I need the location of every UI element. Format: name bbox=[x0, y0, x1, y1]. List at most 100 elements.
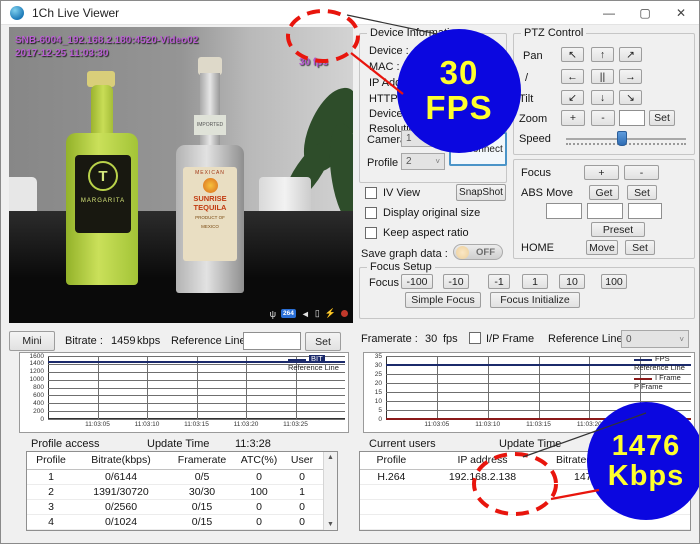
table-row[interactable]: 3 0/2560 0/15 0 0 bbox=[27, 499, 323, 515]
tequila-bottle-cap bbox=[198, 57, 222, 75]
focus-step-minus10-button[interactable]: -10 bbox=[443, 274, 469, 289]
keep-aspect-ratio-checkbox[interactable] bbox=[365, 227, 377, 239]
fps-overlay: 30 fps bbox=[299, 57, 328, 68]
focus-step-1-button[interactable]: 1 bbox=[522, 274, 548, 289]
legend-label: P Frame bbox=[634, 381, 663, 391]
tilt-down-button[interactable]: ↓ bbox=[591, 90, 614, 105]
focus-step-minus100-button[interactable]: -100 bbox=[401, 274, 433, 289]
record-dot-icon[interactable] bbox=[341, 310, 348, 317]
pan-up-left-button[interactable]: ↖ bbox=[561, 47, 584, 62]
ip-frame-label: I/P Frame bbox=[486, 333, 535, 345]
ip-frame-checkbox[interactable] bbox=[469, 332, 481, 344]
legend-label: FPS bbox=[655, 354, 670, 363]
tilt-down-left-button[interactable]: ↙ bbox=[561, 90, 584, 105]
mic-icon[interactable]: ψ bbox=[269, 308, 277, 319]
zoom-set-button[interactable]: Set bbox=[649, 110, 675, 126]
home-set-button[interactable]: Set bbox=[625, 240, 655, 255]
legend-entry: Reference Line bbox=[634, 363, 690, 372]
maximize-button[interactable]: ▢ bbox=[639, 5, 651, 20]
column-header: ATC(%) bbox=[237, 452, 281, 470]
pan-stop-button[interactable]: || bbox=[591, 69, 614, 84]
snapshot-button[interactable]: SnapShot bbox=[456, 184, 506, 201]
pan-right-button[interactable]: → bbox=[619, 69, 642, 84]
focus-setup-label: Focus bbox=[369, 277, 399, 289]
green-bottle-neck bbox=[91, 85, 113, 137]
save-graph-toggle[interactable]: OFF bbox=[453, 244, 503, 260]
camera-label: Camera : bbox=[367, 134, 413, 146]
table-cell: 0 bbox=[281, 469, 323, 485]
x-tick-label: 11:03:20 bbox=[233, 421, 259, 428]
focus-far-button[interactable]: - bbox=[624, 165, 659, 180]
window-title: 1Ch Live Viewer bbox=[32, 5, 120, 20]
x-tick-label: 11:03:15 bbox=[184, 421, 209, 428]
data-table: Profile Bitrate(kbps) Framerate ATC(%) User 1… bbox=[27, 452, 323, 530]
iv-view-checkbox[interactable] bbox=[365, 187, 377, 199]
keep-aspect-ratio-label: Keep aspect ratio bbox=[383, 227, 469, 239]
y-tick-label: 0 bbox=[378, 415, 382, 423]
focus-step-10-button[interactable]: 10 bbox=[559, 274, 585, 289]
bitrate-label: Bitrate : bbox=[65, 335, 103, 347]
legend-label: I Frame bbox=[655, 372, 681, 382]
focus-step-minus1-button[interactable]: -1 bbox=[488, 274, 510, 289]
close-button[interactable]: ✕ bbox=[675, 5, 687, 20]
preset-button[interactable]: Preset bbox=[591, 222, 645, 237]
table-row[interactable]: 2 1391/30720 30/30 100 1 bbox=[27, 484, 323, 500]
x-tick-label: 11:03:15 bbox=[526, 421, 551, 428]
abs-set-button[interactable]: Set bbox=[627, 185, 657, 200]
pan-up-right-button[interactable]: ↗ bbox=[619, 47, 642, 62]
focus-control-group bbox=[513, 159, 695, 259]
reference-line-set-button[interactable]: Set bbox=[305, 332, 341, 351]
table-cell bbox=[360, 514, 423, 530]
table-cell: 1 bbox=[27, 469, 75, 485]
focus-near-button[interactable]: + bbox=[584, 165, 619, 180]
app-icon bbox=[10, 5, 24, 20]
device-label: Device : bbox=[369, 45, 409, 57]
abs-tilt-input[interactable] bbox=[587, 203, 623, 219]
zoom-out-button[interactable]: - bbox=[591, 110, 615, 126]
title-bar: 1Ch Live Viewer — ▢ ✕ bbox=[1, 1, 699, 25]
video-overlay-text: SNB-6004_192.168.2.180:4520-Video02 2017… bbox=[15, 35, 198, 60]
save-graph-data-label: Save graph data : bbox=[361, 248, 448, 260]
zoom-in-button[interactable]: + bbox=[561, 110, 585, 126]
abs-pan-input[interactable] bbox=[546, 203, 582, 219]
framerate-reference-select[interactable]: 0 ˅ bbox=[621, 330, 689, 348]
audio-play-icon[interactable]: ◄ bbox=[300, 308, 310, 319]
scroll-down-icon[interactable]: ▼ bbox=[327, 521, 334, 528]
abs-get-button[interactable]: Get bbox=[589, 185, 619, 200]
pan-up-button[interactable]: ↑ bbox=[591, 47, 614, 62]
focus-step-100-button[interactable]: 100 bbox=[601, 274, 627, 289]
table-header-row: Profile Bitrate(kbps) Framerate ATC(%) User bbox=[27, 452, 323, 470]
display-original-size-checkbox[interactable] bbox=[365, 207, 377, 219]
reference-line-input[interactable] bbox=[243, 332, 301, 350]
table-row[interactable]: 4 0/1024 0/15 0 0 bbox=[27, 514, 323, 530]
abs-zoom-input[interactable] bbox=[628, 203, 662, 219]
motion-icon[interactable]: ⚡ bbox=[324, 308, 336, 318]
mini-button[interactable]: Mini bbox=[9, 331, 55, 351]
simple-focus-button[interactable]: Simple Focus bbox=[405, 292, 481, 308]
pan-left-button[interactable]: ← bbox=[561, 69, 584, 84]
table-row[interactable] bbox=[360, 514, 690, 530]
focus-initialize-button[interactable]: Focus Initialize bbox=[490, 292, 580, 308]
y-tick-label: 800 bbox=[33, 384, 44, 391]
x-tick-label: 11:03:05 bbox=[85, 421, 110, 428]
profile-select[interactable]: 2 ˅ bbox=[401, 153, 445, 170]
toggle-state-label: OFF bbox=[476, 246, 495, 258]
tilt-down-right-button[interactable]: ↘ bbox=[619, 90, 642, 105]
legend-entry: BIT bbox=[288, 354, 344, 364]
gridline bbox=[295, 356, 297, 419]
minimize-button[interactable]: — bbox=[603, 5, 615, 20]
scroll-up-icon[interactable]: ▲ bbox=[327, 454, 334, 461]
zoom-value-input[interactable] bbox=[619, 110, 645, 126]
framerate-label: Framerate : bbox=[361, 333, 418, 345]
column-header: Bitrate(kbps) bbox=[75, 452, 167, 470]
speed-slider-thumb[interactable] bbox=[617, 131, 627, 146]
current-users-update-label: Update Time bbox=[499, 438, 562, 450]
sun-graphic bbox=[202, 178, 218, 193]
gridline bbox=[97, 356, 99, 419]
codec-badge: 264 bbox=[281, 309, 296, 318]
table-scrollbar[interactable]: ▲ ▼ bbox=[323, 452, 337, 530]
table-cell: 0/5 bbox=[167, 469, 237, 485]
table-row[interactable]: 1 0/6144 0/5 0 0 bbox=[27, 469, 323, 485]
display-icon[interactable]: ▯ bbox=[314, 308, 320, 318]
home-move-button[interactable]: Move bbox=[586, 240, 618, 255]
